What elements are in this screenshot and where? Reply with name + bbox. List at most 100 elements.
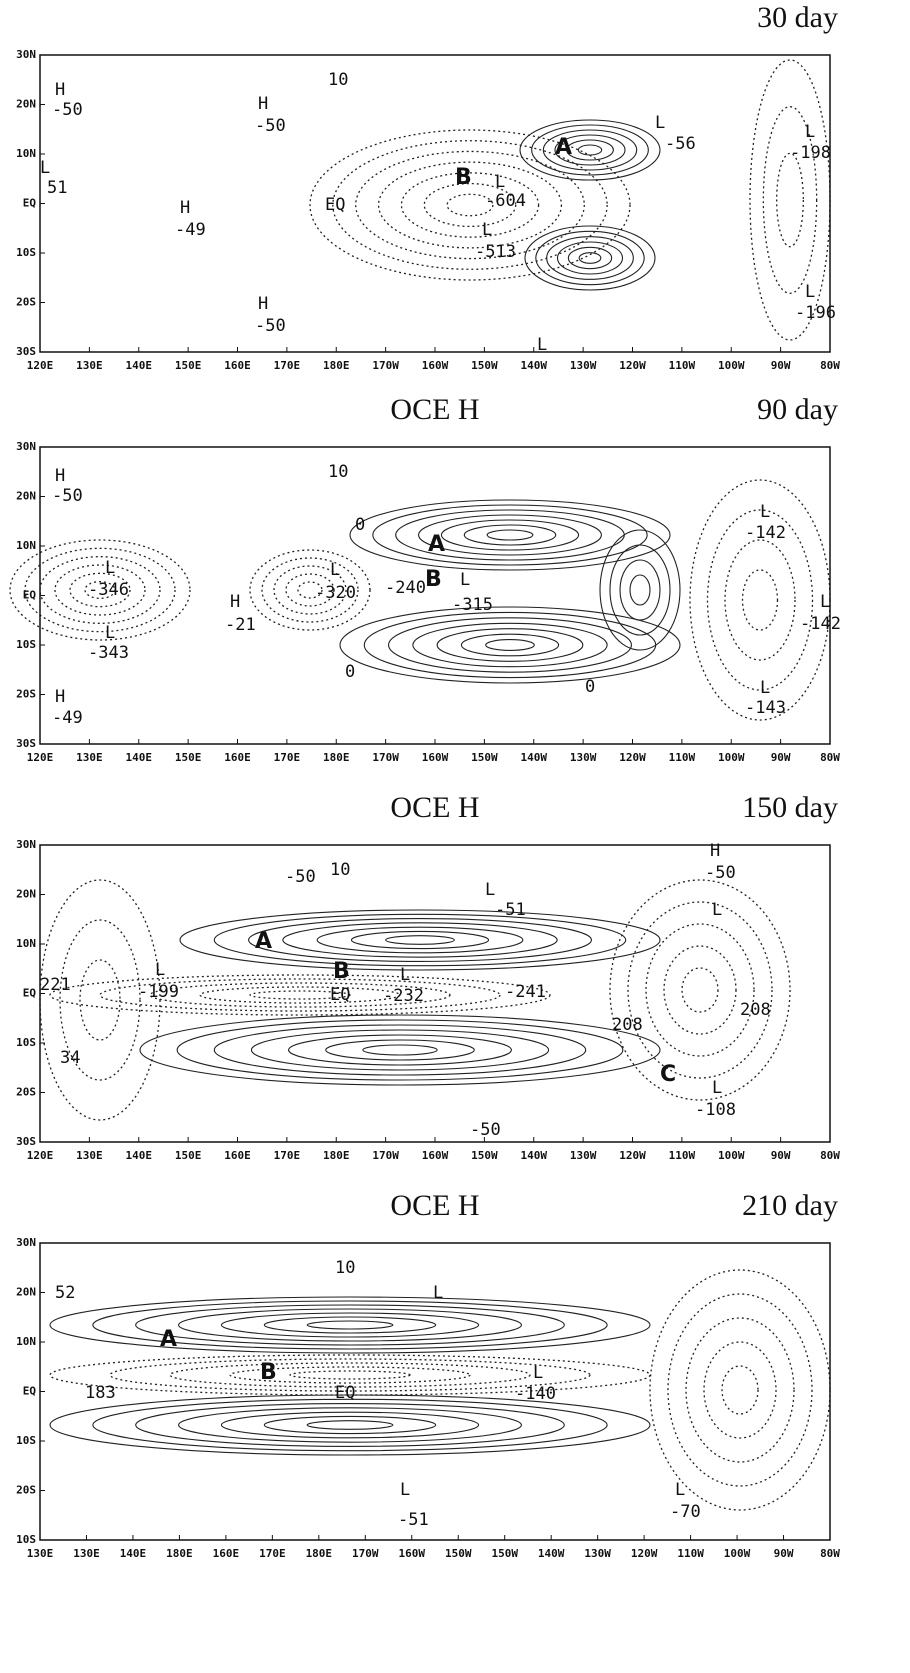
lon-tick-label: 150W [471, 359, 498, 372]
annotation: 0 [345, 662, 355, 682]
contour [703, 1341, 777, 1439]
lon-tick-label: 140E [126, 751, 153, 764]
annotation: A [428, 532, 445, 557]
lon-tick-label: 170W [372, 359, 399, 372]
lon-tick-label: 130E [76, 1149, 103, 1162]
contour [776, 152, 804, 248]
lat-tick-label: 30S [16, 1135, 36, 1148]
annotation: -50 [255, 116, 286, 136]
annotation: L [533, 1363, 543, 1383]
contour [546, 236, 634, 280]
lon-tick-label: 140W [521, 751, 548, 764]
lon-tick-label: 180E [306, 1547, 333, 1560]
lon-tick-label: 140W [538, 1547, 565, 1560]
contour [325, 1039, 475, 1061]
lon-tick-label: 130W [584, 1547, 611, 1560]
contour [69, 572, 131, 608]
lon-tick-label: 160E [224, 751, 251, 764]
contour [332, 140, 608, 270]
contour [542, 129, 638, 171]
annotation: -240 [385, 578, 426, 598]
contour [645, 923, 755, 1057]
lat-tick-label: EQ [23, 987, 37, 1000]
lon-tick-label: 80W [820, 1149, 840, 1162]
contour [261, 557, 359, 623]
annotation: -51 [495, 900, 526, 920]
contour [350, 930, 490, 950]
lon-tick-label: 140E [120, 1547, 147, 1560]
annotation: 0 [355, 515, 365, 535]
contour [721, 1365, 759, 1415]
contour [599, 529, 681, 651]
contour [24, 547, 176, 633]
annotation: 183 [85, 1383, 116, 1403]
contour [412, 622, 608, 668]
annotation: -140 [515, 1384, 556, 1404]
lat-tick-label: 20S [16, 1086, 36, 1099]
annotation: 10 [328, 462, 348, 482]
contour [176, 1019, 624, 1081]
annotation: -198 [790, 143, 831, 163]
annotation: -21 [225, 615, 256, 635]
annotation: 51 [47, 178, 67, 198]
annotation: L [400, 965, 410, 985]
annotation: H [258, 294, 268, 314]
annotation: -604 [485, 191, 526, 211]
annotation: H [180, 198, 190, 218]
lat-tick-label: 10S [16, 638, 36, 651]
annotation: H [710, 841, 720, 861]
annotation: L [495, 172, 505, 192]
panel-day: 210 day [742, 1189, 838, 1222]
contour [135, 1403, 565, 1447]
lon-tick-label: 150W [471, 751, 498, 764]
panel-day: 150 day [742, 791, 838, 824]
annotation: 10 [330, 860, 350, 880]
annotation: L [760, 502, 770, 522]
contour [681, 967, 719, 1013]
contour [362, 1044, 438, 1056]
lon-tick-label: 180E [166, 1547, 193, 1560]
annotation: A [255, 929, 272, 954]
panel-title: OCE H [390, 791, 479, 824]
lon-tick-label: 140E [126, 359, 153, 372]
contour [741, 569, 779, 631]
contour [249, 990, 351, 1000]
annotation: B [333, 959, 350, 984]
lon-tick-label: 130W [570, 359, 597, 372]
contour [609, 544, 671, 636]
lon-tick-label: 80W [820, 751, 840, 764]
contour [92, 1398, 608, 1452]
annotation: L [537, 335, 547, 355]
lon-tick-label: 150E [175, 751, 202, 764]
contour [263, 1415, 437, 1435]
lat-tick-label: 10N [16, 937, 36, 950]
panel-title: OCE H [390, 393, 479, 426]
contour [724, 539, 796, 661]
lon-tick-label: 120W [619, 751, 646, 764]
lon-tick-label: 130W [570, 751, 597, 764]
annotation: L [400, 1480, 410, 1500]
lat-tick-label: EQ [23, 197, 37, 210]
annotation: 221 [40, 975, 71, 995]
lon-tick-label: 110W [677, 1547, 704, 1560]
contour [762, 106, 818, 294]
annotation: -315 [452, 595, 493, 615]
contour [377, 161, 563, 249]
lon-tick-label: 170W [372, 751, 399, 764]
annotation: 10 [328, 70, 348, 90]
lon-tick-label: 170W [352, 1547, 379, 1560]
contour [309, 129, 631, 281]
annotation: H [230, 592, 240, 612]
panel-day: 30 day [757, 1, 838, 34]
annotation: -196 [795, 303, 836, 323]
annotation: -50 [705, 863, 736, 883]
contour [49, 1296, 651, 1354]
contour [248, 918, 592, 962]
annotation: A [555, 135, 572, 160]
contour [79, 959, 121, 1041]
annotation: -49 [175, 220, 206, 240]
contour [400, 172, 540, 238]
contour [99, 978, 501, 1012]
contour [213, 1024, 587, 1076]
